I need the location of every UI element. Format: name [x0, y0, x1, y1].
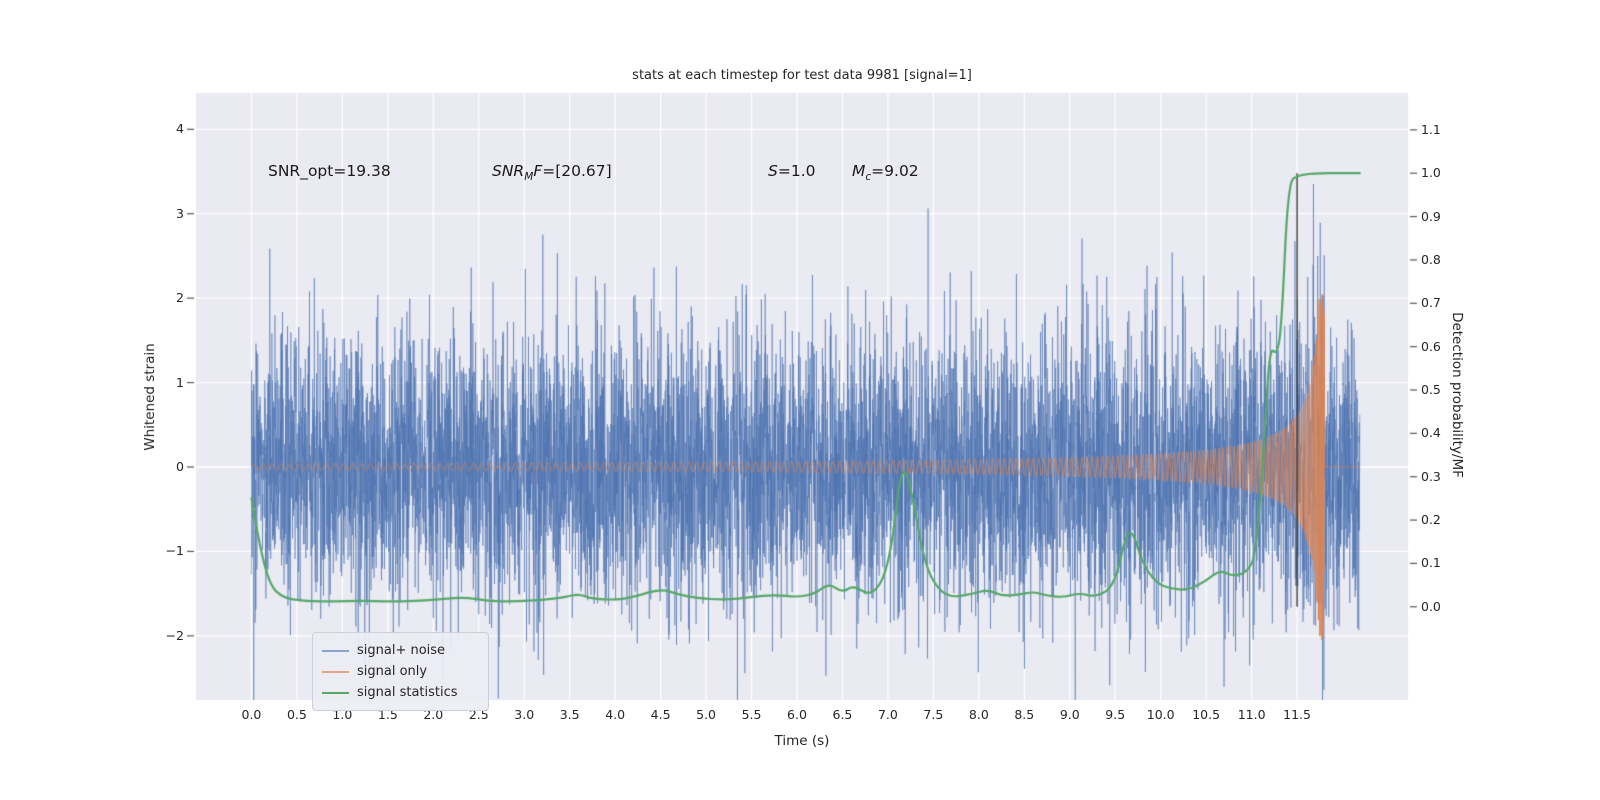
y-tick-label-right: 0.2 — [1421, 512, 1441, 528]
y-tick-label-right: 0.7 — [1421, 295, 1441, 311]
x-tick-label: 10.5 — [1192, 707, 1221, 722]
x-tick-label: 8.5 — [1014, 707, 1035, 722]
legend-item-signal-noise: signal+ noise — [322, 640, 478, 661]
x-tick-label: 5.5 — [741, 707, 762, 722]
x-axis-label: Time (s) — [774, 733, 830, 749]
y-tick-label-right: 1.0 — [1421, 165, 1441, 181]
legend-item-signal-only: signal only — [322, 661, 478, 682]
y-tick-label-right: 0.0 — [1421, 598, 1441, 614]
y-tick-label-right: 0.6 — [1421, 338, 1441, 354]
legend-line-signal-statistics — [322, 691, 349, 694]
legend-label: signal only — [357, 664, 428, 679]
x-tick-label: 4.5 — [650, 707, 671, 722]
y-tick-label-right: 0.8 — [1421, 251, 1441, 267]
x-tick-label: 4.0 — [605, 707, 626, 722]
legend-item-signal-statistics: signal statistics — [322, 682, 478, 703]
x-tick-label: 0.5 — [286, 707, 307, 722]
x-tick-label: 3.5 — [559, 707, 580, 722]
y-tick-label-left: 1 — [176, 374, 184, 390]
chart-title: stats at each timestep for test data 998… — [632, 68, 972, 83]
legend: signal+ noise signal only signal statist… — [312, 632, 489, 711]
x-tick-label: 7.0 — [877, 707, 898, 722]
x-tick-label: 5.0 — [696, 707, 716, 722]
x-tick-label: 9.5 — [1105, 707, 1126, 722]
annotation-snr-opt: SNR_opt=19.38 — [268, 162, 391, 180]
x-tick-label: 10.0 — [1146, 707, 1175, 722]
y-axis-label-right: Detection probability/MF — [1449, 312, 1465, 478]
x-tick-label: 11.5 — [1283, 707, 1311, 722]
y-axis-label-left: Whitened strain — [142, 343, 158, 451]
y-tick-label-right: 0.5 — [1421, 381, 1441, 397]
legend-label: signal statistics — [357, 685, 458, 700]
x-tick-label: 7.5 — [923, 707, 944, 722]
y-tick-label-left: 2 — [176, 290, 184, 306]
y-tick-label-left: 4 — [176, 121, 184, 137]
y-tick-label-right: 0.1 — [1421, 555, 1441, 571]
legend-line-signal-noise — [322, 649, 349, 652]
y-tick-label-right: 1.1 — [1421, 121, 1441, 137]
x-tick-label: 9.0 — [1059, 707, 1080, 722]
legend-line-signal-only — [322, 670, 349, 673]
y-tick-label-left: −2 — [165, 627, 184, 643]
x-tick-label: 6.0 — [787, 707, 807, 722]
x-tick-label: 3.0 — [514, 707, 535, 722]
annotation-snr-mf: SNRMF=[20.67] — [492, 162, 612, 184]
x-tick-label: 8.0 — [968, 707, 989, 722]
y-tick-label-right: 0.3 — [1421, 468, 1441, 484]
x-tick-label: 0.0 — [241, 707, 262, 722]
annotation-s: S=1.0 — [768, 162, 816, 180]
legend-label: signal+ noise — [357, 643, 446, 658]
annotation-mc: Mc=9.02 — [852, 162, 919, 184]
y-tick-label-right: 0.4 — [1421, 425, 1441, 441]
y-tick-label-left: −1 — [165, 543, 184, 559]
x-tick-label: 6.5 — [832, 707, 853, 722]
y-tick-label-left: 0 — [176, 458, 184, 474]
y-tick-label-left: 3 — [176, 205, 184, 221]
y-tick-label-right: 0.9 — [1421, 208, 1441, 224]
x-tick-label: 11.0 — [1237, 707, 1266, 722]
